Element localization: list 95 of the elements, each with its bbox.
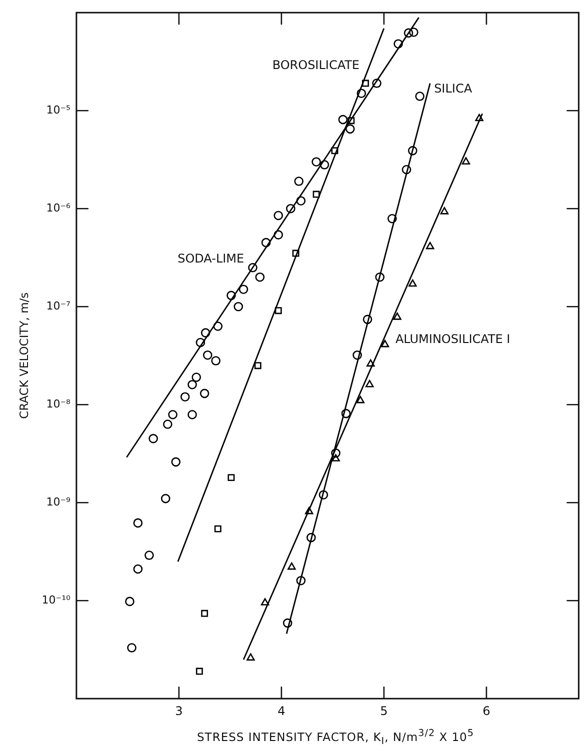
- point: [320, 160, 330, 170]
- point: [133, 518, 143, 528]
- point: [341, 408, 351, 418]
- point: [282, 618, 292, 628]
- y-tick-label: 10⁻⁵: [46, 103, 70, 116]
- point: [440, 207, 449, 214]
- point: [255, 272, 265, 282]
- point: [294, 176, 304, 186]
- point: [127, 643, 136, 652]
- point: [404, 28, 414, 38]
- point: [356, 88, 366, 98]
- point: [180, 392, 190, 402]
- series-label: BOROSILICATE: [272, 58, 360, 72]
- point: [375, 272, 384, 282]
- point: [292, 250, 300, 257]
- point: [365, 380, 374, 388]
- y-tick-label: 10⁻¹⁰: [42, 593, 72, 606]
- point: [380, 340, 390, 348]
- point: [171, 457, 181, 467]
- point: [296, 196, 306, 206]
- point: [394, 39, 403, 48]
- point: [160, 494, 170, 504]
- y-tick-label: 10⁻⁹: [46, 495, 70, 508]
- point: [332, 454, 340, 462]
- point: [248, 262, 258, 272]
- y-tick-label: 10⁻⁶: [46, 201, 72, 214]
- point: [286, 204, 296, 214]
- point: [409, 28, 418, 37]
- point: [462, 157, 470, 164]
- point: [331, 448, 340, 458]
- x-tick-label: 4: [278, 704, 286, 718]
- y-axis-title: CRACK VELOCITY, m/s: [16, 292, 31, 419]
- point: [228, 474, 235, 482]
- point: [188, 410, 197, 420]
- point: [200, 328, 210, 338]
- point: [331, 147, 338, 154]
- point: [387, 214, 397, 224]
- point: [196, 338, 206, 348]
- point: [366, 359, 375, 367]
- point: [362, 314, 372, 324]
- point: [372, 78, 382, 88]
- point: [402, 164, 412, 174]
- point: [312, 190, 320, 198]
- point: [352, 350, 362, 360]
- point: [348, 117, 355, 124]
- point: [196, 668, 203, 675]
- point: [202, 350, 212, 360]
- point: [133, 564, 143, 574]
- point: [408, 279, 417, 287]
- point: [211, 356, 220, 366]
- point: [188, 380, 197, 390]
- point: [201, 610, 208, 617]
- point: [393, 312, 402, 320]
- point: [306, 532, 316, 542]
- point: [144, 550, 154, 560]
- x-tick-label: 5: [380, 704, 388, 718]
- point: [296, 576, 306, 586]
- series-label: SODA-LIME: [178, 252, 244, 266]
- point: [200, 388, 210, 398]
- point: [214, 525, 222, 532]
- point: [426, 242, 434, 250]
- x-axis-title: STRESS INTENSITY FACTOR, K$_{I}$, N/m$^{3/2}$ X 10$^{5}$: [196, 728, 475, 748]
- point: [261, 238, 271, 248]
- point: [345, 124, 355, 134]
- point: [125, 596, 134, 606]
- point: [318, 490, 328, 500]
- point: [312, 157, 321, 166]
- point: [288, 562, 296, 570]
- point: [274, 210, 284, 220]
- point: [356, 396, 364, 404]
- point: [338, 114, 348, 124]
- point: [163, 420, 172, 429]
- point: [475, 114, 484, 122]
- y-tick-label: 10⁻⁷: [46, 299, 70, 312]
- point: [408, 146, 418, 156]
- point: [213, 322, 223, 331]
- series-label: SILICA: [434, 81, 473, 96]
- point: [274, 230, 284, 240]
- point: [238, 284, 248, 294]
- point: [168, 410, 178, 420]
- x-tick-label: 6: [482, 704, 490, 718]
- series-label: ALUMINOSILICATE I: [395, 332, 510, 346]
- x-tick-label: 3: [175, 704, 183, 718]
- point: [254, 362, 262, 370]
- point: [274, 307, 282, 314]
- point: [234, 302, 244, 312]
- point: [304, 506, 314, 514]
- y-tick-label: 10⁻⁸: [46, 397, 72, 410]
- point: [148, 434, 158, 444]
- point: [260, 598, 270, 606]
- point: [226, 290, 236, 300]
- point: [415, 92, 424, 101]
- point: [362, 80, 369, 87]
- point: [246, 653, 255, 661]
- point: [192, 372, 202, 382]
